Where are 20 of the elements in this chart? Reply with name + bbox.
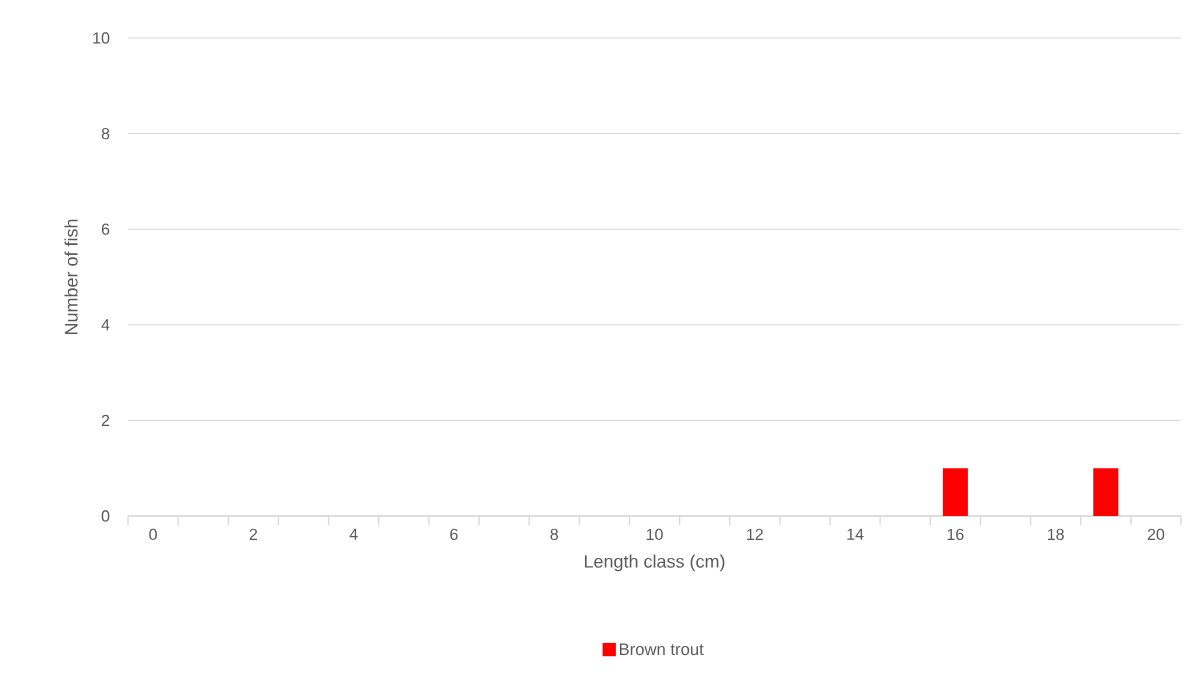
x-tick-label: 6 <box>450 528 458 541</box>
y-tick-label: 0 <box>101 510 110 522</box>
y-axis-title: Number of fish <box>64 219 78 335</box>
y-tick-label: 2 <box>101 414 110 426</box>
y-tick-label: 4 <box>101 319 110 331</box>
x-tick-label: 8 <box>550 528 558 541</box>
x-tick-label: 14 <box>847 528 864 540</box>
y-tick-label: 6 <box>101 223 110 235</box>
y-tick-label: 10 <box>93 32 110 44</box>
x-tick-label: 10 <box>646 528 663 541</box>
x-axis-title: Length class (cm) <box>584 554 725 572</box>
x-tick-label: 12 <box>747 528 763 540</box>
x-tick-label: 16 <box>947 528 964 541</box>
x-tick-label: 0 <box>149 528 157 541</box>
x-tick-label: 4 <box>349 528 358 540</box>
x-tick-label: 2 <box>249 528 258 540</box>
legend-label: Brown trout <box>619 643 704 656</box>
y-tick-label: 8 <box>101 127 110 140</box>
x-tick-label: 20 <box>1147 528 1165 541</box>
x-tick-label: 18 <box>1047 528 1064 541</box>
